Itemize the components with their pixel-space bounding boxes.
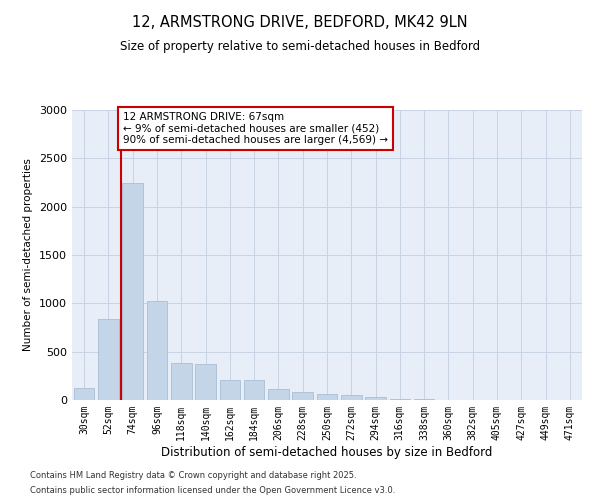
X-axis label: Distribution of semi-detached houses by size in Bedford: Distribution of semi-detached houses by …	[161, 446, 493, 458]
Text: Size of property relative to semi-detached houses in Bedford: Size of property relative to semi-detach…	[120, 40, 480, 53]
Bar	[122, 182, 143, 400]
Bar	[341, 395, 362, 400]
Bar	[414, 399, 434, 400]
Bar	[292, 392, 313, 400]
Bar	[268, 390, 289, 400]
Bar	[74, 388, 94, 400]
Bar	[389, 398, 410, 400]
Bar	[98, 319, 119, 400]
Text: Contains HM Land Registry data © Crown copyright and database right 2025.: Contains HM Land Registry data © Crown c…	[30, 471, 356, 480]
Y-axis label: Number of semi-detached properties: Number of semi-detached properties	[23, 158, 34, 352]
Bar	[195, 364, 216, 400]
Bar	[317, 394, 337, 400]
Bar	[220, 380, 240, 400]
Text: 12 ARMSTRONG DRIVE: 67sqm
← 9% of semi-detached houses are smaller (452)
90% of : 12 ARMSTRONG DRIVE: 67sqm ← 9% of semi-d…	[123, 112, 388, 145]
Text: Contains public sector information licensed under the Open Government Licence v3: Contains public sector information licen…	[30, 486, 395, 495]
Bar	[171, 364, 191, 400]
Bar	[365, 397, 386, 400]
Bar	[146, 302, 167, 400]
Bar	[244, 380, 265, 400]
Text: 12, ARMSTRONG DRIVE, BEDFORD, MK42 9LN: 12, ARMSTRONG DRIVE, BEDFORD, MK42 9LN	[132, 15, 468, 30]
